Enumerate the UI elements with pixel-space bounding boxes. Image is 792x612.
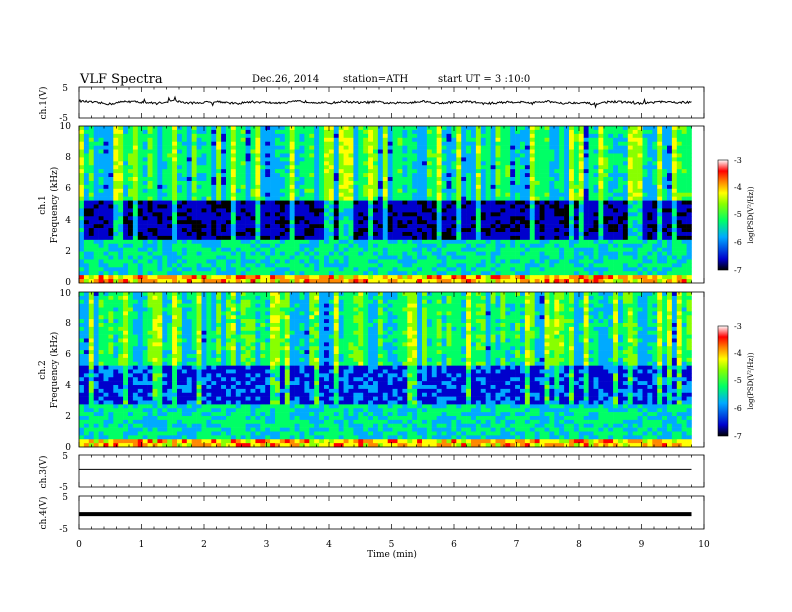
colorbar-1 bbox=[717, 159, 729, 271]
x-tick-label-0: 0 bbox=[76, 540, 82, 550]
x-tick-label-5: 5 bbox=[389, 540, 395, 550]
cbar2-tick-m4: -4 bbox=[734, 349, 742, 358]
ch3-ytick-bottom: -5 bbox=[59, 483, 68, 493]
x-tick-label-2: 2 bbox=[201, 540, 207, 550]
x-tick-label-9: 9 bbox=[639, 540, 645, 550]
ch1-spectrogram bbox=[79, 126, 692, 284]
cbar1-tick-m4: -4 bbox=[734, 183, 742, 192]
cbar1-tick-m7: -7 bbox=[734, 266, 742, 275]
cbar2-tick-m3: -3 bbox=[734, 322, 742, 331]
x-tick-label-8: 8 bbox=[576, 540, 582, 550]
cbar2-tick-m6: -6 bbox=[734, 404, 742, 413]
cbar1-tick-m5: -5 bbox=[734, 210, 742, 219]
ch1-ytick-top: 5 bbox=[62, 84, 68, 94]
ch3-ylabel: ch.3(V) bbox=[38, 456, 49, 489]
ch1-ylabel: ch.1(V) bbox=[38, 87, 49, 120]
ch1-series-line bbox=[78, 95, 692, 109]
spec1-ytick-4: 4 bbox=[65, 216, 71, 226]
x-tick-label-10: 10 bbox=[698, 540, 710, 550]
spec1-ytick-10: 10 bbox=[60, 122, 72, 132]
x-tick-label-3: 3 bbox=[264, 540, 270, 550]
spec2-ytick-8: 8 bbox=[65, 319, 71, 329]
spec2-ytick-2: 2 bbox=[65, 412, 71, 422]
x-tick-label-7: 7 bbox=[514, 540, 520, 550]
ch2-spectrogram bbox=[79, 292, 692, 448]
spec2-channel-label: ch.2 bbox=[38, 360, 48, 379]
ch4-ytick-top: 5 bbox=[62, 493, 68, 503]
x-tick-label-6: 6 bbox=[451, 540, 457, 550]
start-time-label: start UT = 3 :10:0 bbox=[438, 74, 531, 85]
cbar2-tick-m5: -5 bbox=[734, 376, 742, 385]
cbar2-tick-m7: -7 bbox=[734, 432, 742, 441]
spec1-ytick-6: 6 bbox=[65, 184, 71, 194]
x-tick-label-4: 4 bbox=[326, 540, 332, 550]
spec1-ytick-2: 2 bbox=[65, 247, 71, 257]
cbar2-label: log(PSD(V²/Hz)) bbox=[747, 352, 755, 409]
spec1-channel-label: ch.1 bbox=[38, 195, 48, 214]
figure-title: VLF Spectra bbox=[80, 72, 163, 87]
x-tick-label-1: 1 bbox=[139, 540, 145, 550]
spec1-ytick-8: 8 bbox=[65, 153, 71, 163]
station-label: station=ATH bbox=[343, 74, 409, 85]
cbar1-tick-m3: -3 bbox=[734, 156, 742, 165]
spec2-ytick-0: 0 bbox=[65, 443, 71, 453]
spec2-ytick-10: 10 bbox=[60, 289, 72, 299]
colorbar-2 bbox=[717, 325, 729, 437]
ch3-ytick-top: 5 bbox=[62, 452, 68, 462]
ch4-ytick-bottom: -5 bbox=[59, 525, 68, 535]
date-label: Dec.26, 2014 bbox=[252, 74, 320, 85]
ch4-ylabel: ch.4(V) bbox=[38, 497, 49, 530]
x-axis-label: Time (min) bbox=[367, 549, 417, 560]
axis-ticks bbox=[78, 87, 705, 529]
cbar1-label: log(PSD(V²/Hz)) bbox=[747, 186, 755, 243]
ch1-ytick-bottom: -5 bbox=[59, 114, 68, 124]
cbar1-tick-m6: -6 bbox=[734, 238, 742, 247]
spec2-ylabel: Frequency (kHz) bbox=[49, 332, 60, 409]
spec1-ytick-0: 0 bbox=[65, 278, 71, 288]
x-tick-labels: 0 1 2 3 4 5 6 7 8 9 10 bbox=[76, 540, 710, 550]
spec2-ytick-4: 4 bbox=[65, 381, 71, 391]
spec1-ylabel: Frequency (kHz) bbox=[49, 167, 60, 244]
spec2-ytick-6: 6 bbox=[65, 350, 71, 360]
